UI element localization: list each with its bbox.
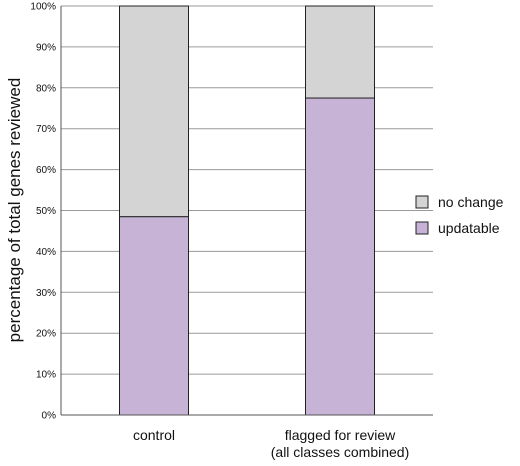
legend-swatch-no-change <box>415 195 429 209</box>
y-tick-label: 60% <box>36 165 56 176</box>
bar-segment-updatable <box>119 216 189 416</box>
y-tick-label: 90% <box>36 42 56 53</box>
y-tick-label: 80% <box>36 83 56 94</box>
x-category-label: control <box>133 427 175 443</box>
legend-swatch-updatable <box>415 221 429 235</box>
y-tick-label: 10% <box>36 370 56 381</box>
y-tick-label: 40% <box>36 247 56 258</box>
y-tick-label: 0% <box>42 411 57 422</box>
x-category-label: flagged for review (all classes combined) <box>271 427 410 460</box>
y-tick-label: 50% <box>36 206 56 217</box>
y-tick-label: 30% <box>36 288 56 299</box>
y-tick-labels: 0% 10% 20% 30% 40% 50% 60% 70% 80% 90% 100% <box>30 2 56 422</box>
gridlines <box>61 5 433 416</box>
legend-label-no-change: no change <box>438 194 504 210</box>
x-category-labels: control flagged for review (all classes co… <box>133 427 409 460</box>
bars <box>119 5 375 416</box>
bar-segment-no-change <box>305 5 375 99</box>
axes <box>60 6 433 416</box>
y-tick-label: 20% <box>36 329 56 340</box>
legend: no change updatable <box>415 194 504 236</box>
y-tick-label: 70% <box>36 124 56 135</box>
bar-segment-no-change <box>119 5 189 218</box>
legend-label-updatable: updatable <box>438 220 500 236</box>
y-axis-label: percentage of total genes reviewed <box>5 78 24 343</box>
y-tick-label: 100% <box>30 2 56 13</box>
bar-segment-updatable <box>305 97 375 416</box>
